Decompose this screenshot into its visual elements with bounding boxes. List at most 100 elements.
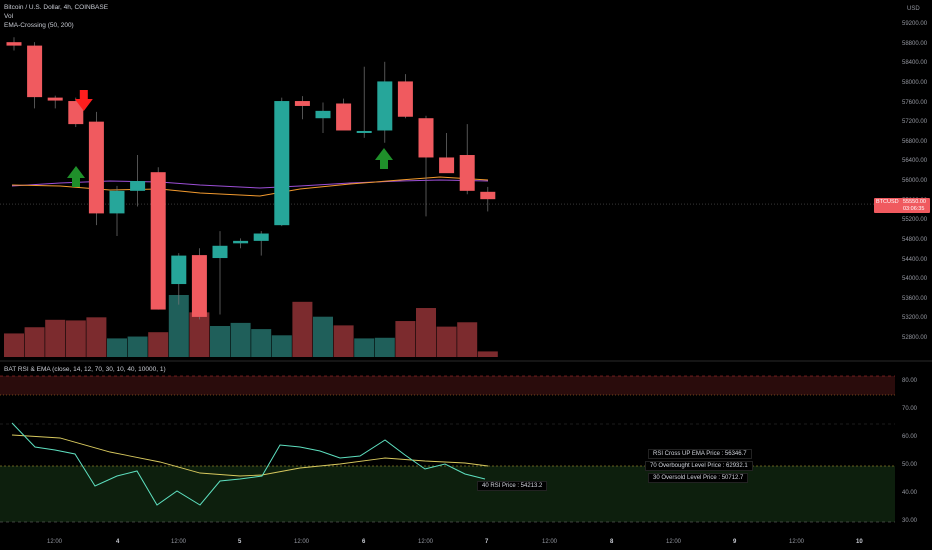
- bearish-candle: [88, 121, 104, 214]
- ema-200-line: [11, 179, 489, 189]
- volume-bar: [107, 338, 127, 357]
- volume-bar: [230, 322, 251, 357]
- volume-bar: [436, 326, 457, 357]
- volume-bar: [65, 320, 86, 357]
- bearish-candle: [294, 101, 310, 106]
- price-axis-tick: 53200.00: [902, 315, 928, 322]
- bearish-candle: [439, 157, 455, 174]
- price-axis-tick: 56800.00: [902, 138, 928, 145]
- bullish-candle: [171, 255, 187, 285]
- time-axis-tick: 6: [362, 539, 366, 545]
- volume-indicator-label[interactable]: Vol: [4, 13, 14, 20]
- bullish-candle: [315, 110, 331, 119]
- time-axis-tick: 12:00: [666, 539, 682, 545]
- bullish-candle: [274, 101, 290, 226]
- volume-bar: [4, 333, 24, 357]
- bullish-candle: [253, 233, 269, 241]
- time-axis-tick: 5: [238, 539, 242, 545]
- overbought-zone: [0, 376, 895, 395]
- buy-signal-arrow-icon: [67, 166, 85, 187]
- bearish-candle: [459, 155, 475, 191]
- bearish-candle: [191, 255, 207, 317]
- price-axis-tick: 58800.00: [902, 40, 928, 47]
- bullish-candle: [233, 240, 249, 244]
- volume-bar: [292, 301, 313, 357]
- price-axis-tick: 56400.00: [902, 158, 928, 165]
- bullish-candle: [377, 81, 393, 131]
- volume-bar: [313, 316, 333, 357]
- volume-bar: [127, 336, 148, 357]
- volume-bar: [210, 326, 230, 357]
- volume-bar: [189, 312, 210, 357]
- price-axis-tick: 54800.00: [902, 236, 928, 243]
- price-axis-tick: 58400.00: [902, 60, 928, 67]
- current-price-tag: BTCUSD 55550.00 03:06:35: [874, 198, 930, 213]
- price-axis-tick: 59200.00: [902, 21, 928, 27]
- time-axis-tick: 12:00: [47, 539, 63, 545]
- bullish-candle: [130, 181, 146, 191]
- volume-bar: [354, 338, 375, 357]
- bearish-candle: [68, 101, 84, 125]
- rsi-price-label: 40 RSI Price : 54213.2: [477, 481, 548, 491]
- volume-bar: [395, 321, 416, 357]
- currency-label[interactable]: USD: [907, 6, 920, 12]
- time-axis-tick: 12:00: [542, 539, 558, 545]
- bearish-candle: [27, 45, 43, 98]
- price-axis-tick: 54000.00: [902, 276, 928, 283]
- buy-signal-arrow-icon: [375, 148, 393, 169]
- time-axis-tick: 4: [116, 539, 120, 545]
- chart-symbol-title[interactable]: Bitcoin / U.S. Dollar, 4h, COINBASE: [4, 4, 109, 11]
- time-axis-tick: 12:00: [294, 539, 310, 545]
- price-axis-tick: 56000.00: [902, 178, 928, 184]
- rsi-axis-tick: 30.00: [902, 518, 918, 524]
- time-axis-tick: 10: [856, 539, 863, 545]
- time-axis-tick: 12:00: [418, 539, 434, 545]
- time-axis-tick: 12:00: [171, 539, 187, 545]
- rsi-axis-tick: 50.00: [902, 462, 918, 468]
- price-tag-symbol: BTCUSD: [876, 199, 899, 205]
- bearish-candle: [397, 81, 413, 117]
- price-axis-tick: 52800.00: [902, 335, 928, 341]
- volume-bar: [251, 329, 272, 357]
- price-tag-countdown: 03:06:35: [903, 206, 925, 212]
- bearish-candle: [150, 172, 166, 310]
- bearish-candle: [418, 118, 434, 158]
- price-axis-tick: 57600.00: [902, 99, 928, 106]
- bearish-candle: [6, 42, 22, 46]
- bearish-candle: [47, 97, 63, 101]
- oversold-level-info: 30 Oversold Level Price : 50712.7: [648, 473, 749, 483]
- time-axis-tick: 9: [733, 539, 737, 545]
- price-tag-price: 55550.00: [903, 199, 926, 205]
- rsi-ema-line: [11, 434, 489, 477]
- price-axis-tick: 57200.00: [902, 119, 928, 126]
- bearish-candle: [336, 103, 352, 131]
- price-axis-tick: 55200.00: [902, 217, 928, 224]
- rsi-axis-tick: 80.00: [902, 378, 918, 384]
- price-axis-tick: 53600.00: [902, 295, 928, 302]
- bearish-candle: [480, 191, 496, 200]
- volume-bar: [271, 335, 292, 357]
- rsi-indicator-title[interactable]: BAT RSI & EMA (close, 14, 12, 70, 30, 10…: [4, 366, 166, 373]
- bullish-candle: [356, 130, 372, 133]
- bullish-candle: [109, 190, 125, 214]
- volume-bar: [148, 332, 169, 357]
- time-axis-tick: 8: [610, 539, 614, 545]
- sell-signal-arrow-icon: [74, 90, 93, 111]
- volume-bar: [457, 322, 478, 357]
- ema-50-line: [11, 176, 489, 197]
- rsi-axis-tick: 60.00: [902, 434, 918, 440]
- ema-indicator-label[interactable]: EMA-Crossing (50, 200): [4, 22, 74, 29]
- rsi-line: [11, 422, 486, 506]
- time-axis-tick: 7: [485, 539, 489, 545]
- volume-bar: [86, 317, 107, 357]
- volume-bar: [45, 319, 66, 357]
- oversold-zone: [0, 466, 895, 522]
- volume-bar: [477, 351, 498, 357]
- bullish-candle: [212, 245, 228, 259]
- rsi-axis-tick: 40.00: [902, 490, 918, 496]
- price-axis-tick: 58000.00: [902, 79, 928, 86]
- overbought-level-info: 70 Overbought Level Price : 62932.1: [645, 461, 753, 471]
- volume-bar: [416, 308, 436, 357]
- time-axis-tick: 12:00: [789, 539, 805, 545]
